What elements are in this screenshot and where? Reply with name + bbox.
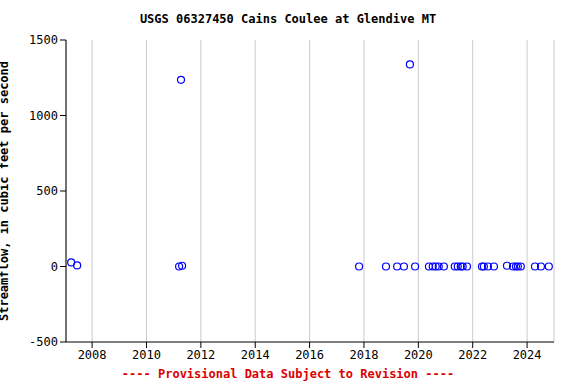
svg-text:0: 0 bbox=[51, 260, 58, 274]
svg-text:2016: 2016 bbox=[295, 348, 324, 362]
svg-text:500: 500 bbox=[36, 184, 58, 198]
svg-text:2018: 2018 bbox=[350, 348, 379, 362]
svg-text:2012: 2012 bbox=[186, 348, 215, 362]
svg-text:1000: 1000 bbox=[29, 109, 58, 123]
svg-text:2024: 2024 bbox=[513, 348, 542, 362]
svg-text:1500: 1500 bbox=[29, 33, 58, 47]
svg-text:2014: 2014 bbox=[241, 348, 270, 362]
svg-text:Streamflow, in cubic feet per: Streamflow, in cubic feet per second bbox=[8, 61, 11, 321]
svg-text:2022: 2022 bbox=[458, 348, 487, 362]
svg-text:-500: -500 bbox=[29, 335, 58, 349]
html-text:USGS 06327450 Cains Coulee at: USGS 06327450 Cains Coulee at Glendive M… bbox=[139, 12, 437, 26]
html-text:---- Provisional Data Subject: ---- Provisional Data Subject to Revisio… bbox=[121, 367, 455, 381]
svg-text:2008: 2008 bbox=[78, 348, 107, 362]
svg-text:2020: 2020 bbox=[404, 348, 433, 362]
svg-text:2010: 2010 bbox=[132, 348, 161, 362]
